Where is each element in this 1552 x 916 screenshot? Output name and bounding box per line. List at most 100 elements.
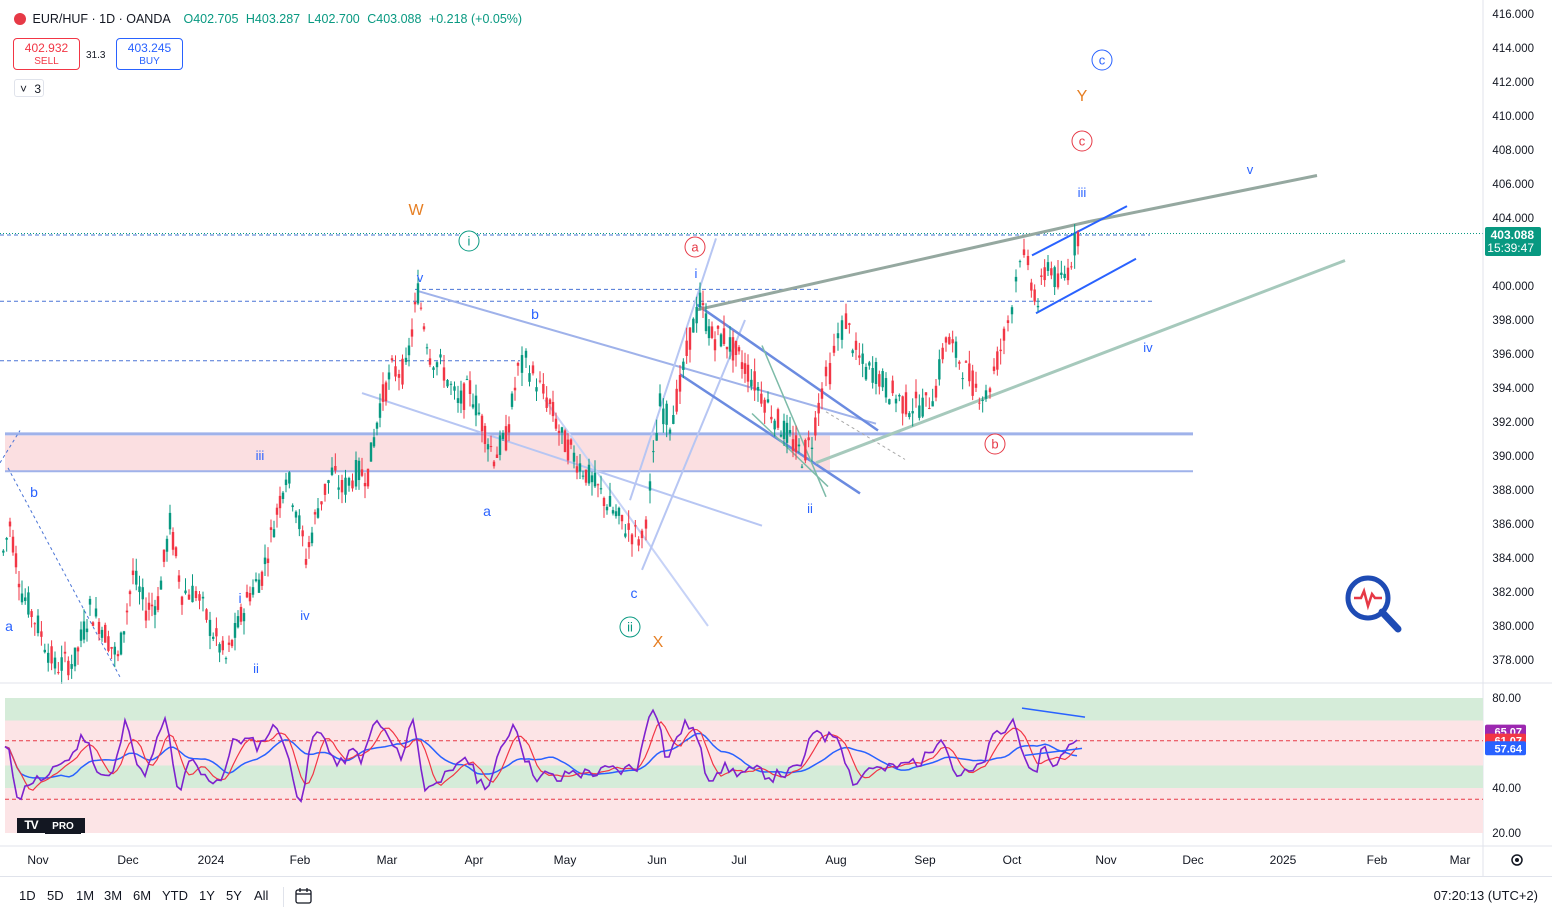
candle bbox=[378, 393, 382, 428]
candle-body bbox=[36, 615, 40, 634]
range-6m-button[interactable]: 6M bbox=[133, 888, 152, 903]
candle bbox=[554, 412, 558, 432]
candle-body bbox=[725, 346, 729, 350]
range-1y-button[interactable]: 1Y bbox=[199, 888, 215, 903]
channel-line[interactable] bbox=[361, 392, 763, 527]
candle bbox=[560, 426, 564, 444]
range-5d-button[interactable]: 5D bbox=[47, 888, 64, 903]
candle bbox=[800, 464, 804, 469]
candle-body bbox=[675, 388, 678, 412]
candle bbox=[734, 340, 738, 367]
wedge-line[interactable] bbox=[761, 345, 827, 498]
rising-channel-line[interactable] bbox=[1031, 205, 1128, 257]
wave-label-ii1[interactable]: ii bbox=[253, 661, 259, 676]
candle-body bbox=[465, 379, 469, 381]
buy-button[interactable]: 403.245 BUY bbox=[116, 38, 183, 70]
wedge-line[interactable] bbox=[751, 412, 829, 488]
impulse-channel-line[interactable] bbox=[629, 238, 717, 501]
candle-body bbox=[719, 334, 723, 347]
candle-body bbox=[387, 372, 391, 380]
channel-line[interactable] bbox=[544, 399, 709, 627]
wave-label-b1[interactable]: b bbox=[531, 306, 539, 322]
dashed-diagonal[interactable] bbox=[0, 430, 21, 464]
go-to-date-icon[interactable] bbox=[294, 886, 314, 906]
candle-body bbox=[471, 404, 475, 408]
symbol-title[interactable]: EUR/HUF · 1D · OANDA bbox=[32, 12, 170, 26]
wedge-upper-line[interactable] bbox=[1089, 174, 1318, 223]
tradingview-logo[interactable]: TV PRO bbox=[17, 818, 85, 834]
range-1m-button[interactable]: 1M bbox=[76, 888, 95, 903]
candle-body bbox=[153, 606, 157, 615]
candle bbox=[281, 491, 285, 504]
candle bbox=[707, 318, 711, 346]
candle-body bbox=[381, 384, 385, 402]
candle-body bbox=[844, 313, 848, 329]
wave-circle-ii_circ[interactable]: ii bbox=[619, 616, 641, 638]
wave-label-iii1[interactable]: iii bbox=[256, 448, 265, 463]
zoom-magnifier-icon[interactable] bbox=[1345, 575, 1402, 633]
wave-circle-a_circ[interactable]: a bbox=[684, 236, 706, 258]
candle bbox=[1026, 249, 1030, 271]
wave-circle-c_circ_blue[interactable]: c bbox=[1091, 49, 1113, 71]
wave-circle-i_circ[interactable]: i bbox=[458, 230, 480, 252]
range-3m-button[interactable]: 3M bbox=[104, 888, 123, 903]
wave-label-v2[interactable]: v bbox=[1247, 162, 1254, 177]
candle-body bbox=[1066, 267, 1070, 281]
candle bbox=[82, 609, 86, 644]
indicators-collapse-button[interactable]: ˅ 3 bbox=[14, 79, 44, 97]
wedge-upper-line[interactable] bbox=[696, 219, 1091, 312]
flag-channel-line[interactable] bbox=[696, 303, 879, 432]
impulse-channel-line[interactable] bbox=[641, 319, 746, 571]
wave-label-b0[interactable]: b bbox=[30, 484, 38, 500]
candle-body bbox=[17, 583, 21, 588]
candle bbox=[548, 398, 552, 415]
candle bbox=[701, 290, 705, 319]
rsi-oversold-zone bbox=[5, 765, 1483, 788]
range-all-button[interactable]: All bbox=[254, 888, 269, 903]
wave-label-X[interactable]: X bbox=[653, 634, 664, 651]
wedge-lower-line[interactable] bbox=[815, 259, 1346, 465]
candle-body bbox=[1076, 232, 1080, 247]
wave-label-i1[interactable]: i bbox=[238, 590, 241, 606]
support-zone[interactable] bbox=[5, 435, 830, 472]
wave-label-i2[interactable]: i bbox=[695, 266, 698, 281]
wave-label-W[interactable]: W bbox=[408, 202, 424, 219]
price-tick-label: 408.000 bbox=[1492, 145, 1534, 157]
wave-label-iv2[interactable]: iv bbox=[1143, 340, 1153, 355]
candle bbox=[510, 391, 514, 410]
range-1d-button[interactable]: 1D bbox=[19, 888, 36, 903]
clock-timezone[interactable]: 07:20:13 (UTC+2) bbox=[1433, 888, 1538, 903]
candle bbox=[459, 380, 463, 414]
rsi-divergence-line[interactable] bbox=[1024, 747, 1083, 757]
rsi-divergence-line[interactable] bbox=[1021, 707, 1086, 718]
wave-label-Y[interactable]: Y bbox=[1077, 88, 1088, 105]
wave-label-ii2[interactable]: ii bbox=[807, 501, 813, 516]
wave-label-iii2[interactable]: iii bbox=[1078, 185, 1087, 200]
candle-body bbox=[272, 529, 276, 538]
dashed-guide[interactable] bbox=[825, 411, 906, 460]
wave-label-a0[interactable]: a bbox=[5, 618, 13, 634]
rising-channel-line[interactable] bbox=[1035, 257, 1137, 315]
wave-circle-b_circ[interactable]: b bbox=[984, 433, 1006, 455]
range-5y-button[interactable]: 5Y bbox=[226, 888, 242, 903]
candle bbox=[575, 455, 579, 480]
gear-icon[interactable] bbox=[1511, 854, 1523, 866]
candle-body bbox=[716, 325, 720, 329]
range-ytd-button[interactable]: YTD bbox=[162, 888, 188, 903]
sell-button[interactable]: 402.932 SELL bbox=[13, 38, 80, 70]
candle bbox=[91, 621, 95, 627]
dashed-diagonal[interactable] bbox=[7, 467, 121, 678]
candle bbox=[888, 398, 891, 405]
channel-line[interactable] bbox=[417, 290, 877, 425]
wave-circle-c_circ_red[interactable]: c bbox=[1071, 130, 1093, 152]
candle-body bbox=[584, 469, 588, 483]
flag-channel-line[interactable] bbox=[679, 373, 861, 495]
wave-label-c1[interactable]: c bbox=[631, 585, 638, 601]
candle bbox=[439, 348, 442, 365]
candle-body bbox=[171, 532, 175, 550]
candle-body bbox=[82, 621, 86, 640]
wave-label-a1[interactable]: a bbox=[483, 503, 491, 519]
wave-label-v1[interactable]: v bbox=[417, 270, 424, 285]
wave-label-iv1[interactable]: iv bbox=[300, 608, 310, 623]
